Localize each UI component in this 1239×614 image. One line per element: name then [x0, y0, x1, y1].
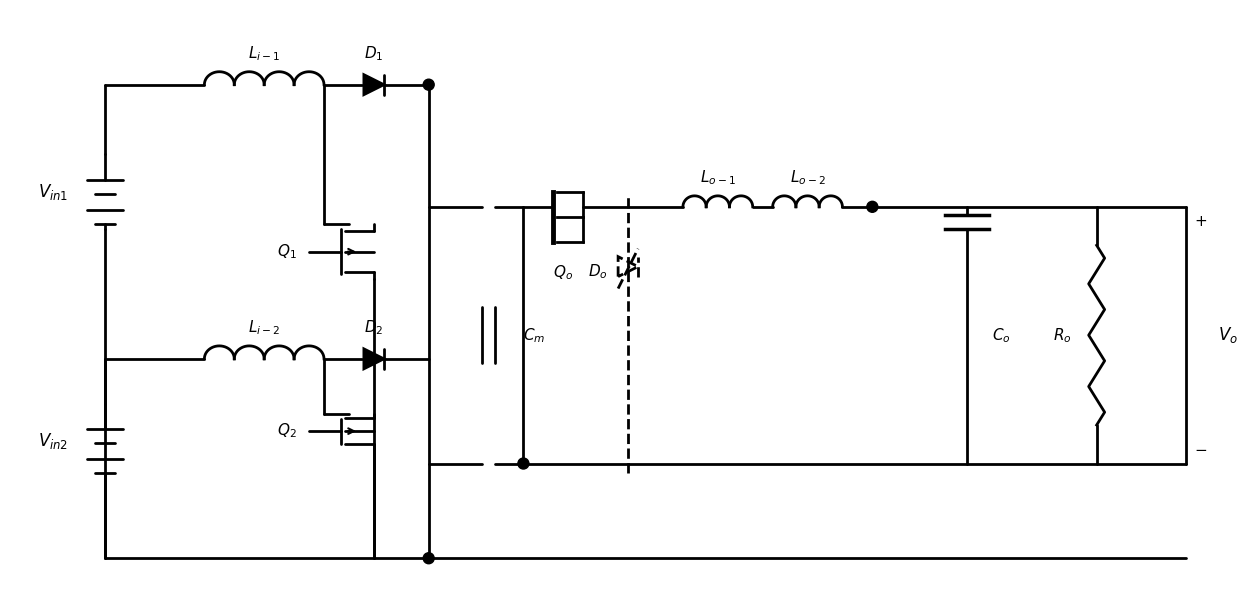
- Circle shape: [424, 79, 434, 90]
- Polygon shape: [364, 75, 384, 95]
- Text: $L_{i-2}$: $L_{i-2}$: [248, 318, 280, 337]
- Text: $L_{o-1}$: $L_{o-1}$: [700, 168, 736, 187]
- Text: $V_{in1}$: $V_{in1}$: [37, 182, 68, 202]
- Circle shape: [867, 201, 877, 212]
- Circle shape: [424, 553, 434, 564]
- Text: $-$: $-$: [1194, 441, 1208, 456]
- Text: $L_{i-1}$: $L_{i-1}$: [248, 44, 280, 63]
- Text: $V_{in2}$: $V_{in2}$: [37, 431, 68, 451]
- Text: $C_m$: $C_m$: [523, 326, 545, 344]
- Polygon shape: [618, 257, 638, 276]
- Text: $C_o$: $C_o$: [992, 326, 1011, 344]
- Text: $Q_2$: $Q_2$: [278, 422, 297, 440]
- Text: $+$: $+$: [1194, 214, 1208, 229]
- Text: $D_o$: $D_o$: [589, 262, 608, 281]
- Text: $L_{o-2}$: $L_{o-2}$: [789, 168, 825, 187]
- Text: $D_1$: $D_1$: [364, 44, 384, 63]
- Text: $D_2$: $D_2$: [364, 318, 384, 337]
- Text: $Q_o$: $Q_o$: [554, 263, 574, 282]
- Circle shape: [518, 458, 529, 469]
- Text: $V_o$: $V_o$: [1218, 325, 1238, 345]
- Text: $R_o$: $R_o$: [1053, 326, 1072, 344]
- Text: $Q_1$: $Q_1$: [278, 243, 297, 261]
- Polygon shape: [364, 349, 384, 369]
